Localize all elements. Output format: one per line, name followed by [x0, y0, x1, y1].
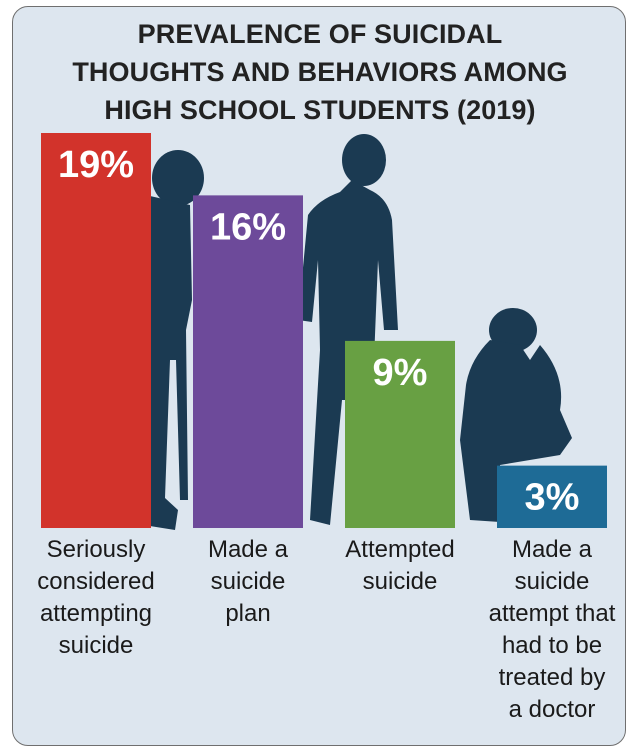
title-line: THOUGHTS AND BEHAVIORS AMONG: [72, 57, 568, 87]
title-line: PREVALENCE OF SUICIDAL: [137, 19, 503, 49]
category-label-line: Made a: [208, 536, 289, 563]
sitting-person-silhouette-icon: [460, 308, 572, 522]
bars-group: 19% 16% 9% 3%: [41, 133, 607, 529]
bar: [193, 195, 303, 529]
category-label-line: suicide: [515, 568, 590, 595]
bar-value-label: 16%: [210, 206, 286, 248]
category-label-line: suicide: [363, 568, 438, 595]
chart-title: PREVALENCE OF SUICIDAL THOUGHTS AND BEHA…: [13, 15, 625, 129]
category-label-line: Seriously: [47, 536, 146, 563]
bar: [345, 340, 455, 528]
category-label-line: attempt that: [489, 600, 616, 627]
category-label: Made a suicide plan: [208, 536, 289, 627]
category-label-line: considered: [37, 568, 154, 595]
category-label-line: a doctor: [509, 696, 596, 723]
bar-value-label: 3%: [525, 477, 580, 519]
category-label: Seriously considered attempting suicide: [37, 536, 154, 659]
bar-value-label: 9%: [373, 352, 428, 394]
category-label-line: treated by: [499, 664, 606, 691]
bar: [41, 133, 151, 528]
bar-chart: 19% 16% 9% 3% Seriously considered attempting…: [37, 133, 616, 723]
category-label-line: Attempted: [345, 536, 454, 563]
category-labels-group: Seriously considered attempting suicideMade…: [37, 536, 615, 723]
category-label-line: Made a: [512, 536, 593, 563]
category-label-line: had to be: [502, 632, 602, 659]
category-label-line: attempting: [40, 600, 152, 627]
category-label-line: plan: [225, 600, 270, 627]
title-line: HIGH SCHOOL STUDENTS (2019): [104, 95, 536, 125]
category-label: Attempted suicide: [345, 536, 454, 595]
bar: [497, 465, 607, 528]
category-label: Made a suicide attempt that had to be treate…: [489, 536, 616, 723]
category-label-line: suicide: [59, 632, 134, 659]
bar-value-label: 19%: [58, 144, 134, 186]
category-label-line: suicide: [211, 568, 286, 595]
